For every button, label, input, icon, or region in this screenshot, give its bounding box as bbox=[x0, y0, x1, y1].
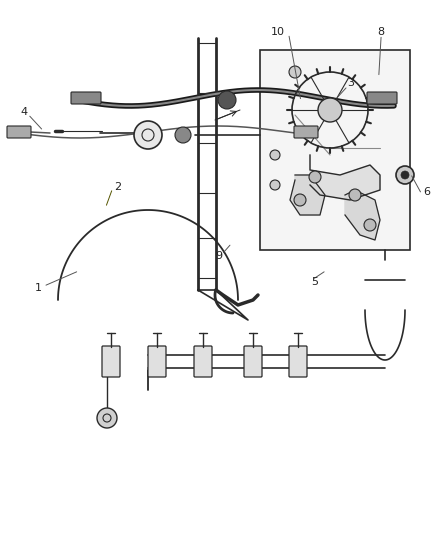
Circle shape bbox=[218, 91, 236, 109]
Circle shape bbox=[309, 171, 321, 183]
Circle shape bbox=[401, 171, 409, 179]
Circle shape bbox=[134, 121, 162, 149]
Circle shape bbox=[294, 194, 306, 206]
Text: 2: 2 bbox=[114, 182, 121, 191]
FancyBboxPatch shape bbox=[294, 126, 318, 138]
Circle shape bbox=[97, 408, 117, 428]
FancyBboxPatch shape bbox=[244, 346, 262, 377]
Circle shape bbox=[289, 66, 301, 78]
FancyBboxPatch shape bbox=[194, 346, 212, 377]
Text: 6: 6 bbox=[424, 187, 431, 197]
FancyBboxPatch shape bbox=[367, 92, 397, 104]
Circle shape bbox=[396, 166, 414, 184]
Text: 1: 1 bbox=[35, 283, 42, 293]
Circle shape bbox=[175, 127, 191, 143]
FancyBboxPatch shape bbox=[260, 50, 410, 250]
Polygon shape bbox=[310, 155, 380, 200]
Polygon shape bbox=[290, 175, 325, 215]
Text: 10: 10 bbox=[271, 27, 285, 37]
FancyBboxPatch shape bbox=[102, 346, 120, 377]
Text: 5: 5 bbox=[311, 278, 318, 287]
Text: 3: 3 bbox=[347, 78, 354, 87]
Text: 4: 4 bbox=[21, 107, 28, 117]
Circle shape bbox=[318, 98, 342, 122]
Circle shape bbox=[270, 150, 280, 160]
FancyBboxPatch shape bbox=[289, 346, 307, 377]
Circle shape bbox=[270, 180, 280, 190]
FancyBboxPatch shape bbox=[148, 346, 166, 377]
FancyBboxPatch shape bbox=[71, 92, 101, 104]
FancyBboxPatch shape bbox=[7, 126, 31, 138]
Circle shape bbox=[364, 219, 376, 231]
Circle shape bbox=[349, 189, 361, 201]
Polygon shape bbox=[345, 190, 380, 240]
Text: 9: 9 bbox=[215, 251, 223, 261]
Text: 8: 8 bbox=[378, 27, 385, 37]
